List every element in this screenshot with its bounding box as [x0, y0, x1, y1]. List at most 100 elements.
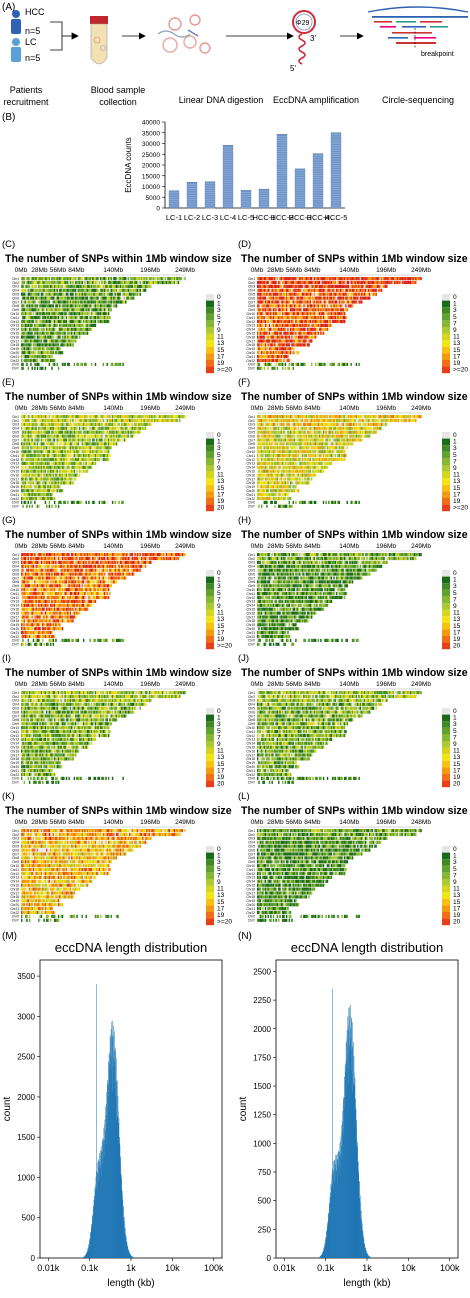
chrom-label: Chr15	[246, 884, 255, 888]
chrom-label: Chr13	[246, 600, 255, 604]
chrom-label: Chr1	[248, 277, 255, 281]
legend-label: 0	[217, 708, 221, 715]
chrom-row-chrx	[257, 362, 360, 366]
chrom-label: Chr16	[246, 473, 255, 477]
chrom-label: ChrX	[12, 501, 20, 505]
chrom-row-chr7	[21, 576, 127, 580]
chrom-label: Chr9	[248, 446, 255, 450]
legend-label: 0	[217, 570, 221, 577]
chrom-row-chr8	[21, 718, 118, 722]
chrom-label: Chr5	[248, 845, 255, 849]
chrom-row-chr15	[21, 331, 89, 335]
chrom-row-chr1	[257, 415, 422, 419]
chrom-row-chrx	[21, 776, 124, 780]
chrom-label: Chr9	[248, 584, 255, 588]
chrom-label: ChrY	[12, 919, 20, 923]
chrom-label: Chr6	[12, 710, 19, 714]
chrom-row-chr1	[21, 691, 186, 695]
x-tick-label: 0Mb	[15, 267, 28, 274]
legend-label: >=20	[453, 505, 468, 512]
x-tick-label: 0Mb	[251, 405, 264, 412]
chrom-row-chr11	[21, 454, 111, 458]
panel-label-g: (G)	[2, 515, 16, 526]
chrom-label: Chr10	[10, 726, 19, 730]
chrom-row-chr3	[257, 560, 388, 564]
chrom-label: Chr6	[248, 572, 255, 576]
chrom-label: Chr2	[12, 833, 19, 837]
legend-label: 15	[217, 761, 225, 768]
chrom-row-chr22	[21, 358, 56, 363]
heatmap-title: The number of SNPs within 1Mb window siz…	[241, 391, 468, 403]
legend-label: 15	[453, 485, 461, 492]
legend-label: 20	[453, 919, 461, 926]
x-tick-label: 249Mb	[411, 543, 431, 550]
x-tick-label: 10k	[165, 1263, 180, 1273]
x-tick-label: 56Mb	[286, 543, 303, 550]
legend-label: 9	[453, 879, 457, 886]
chrom-label: Chr2	[12, 281, 19, 285]
x-tick-label: 249Mb	[175, 681, 195, 688]
chrom-row-chr1	[21, 553, 186, 557]
chrom-label: Chr19	[10, 623, 19, 627]
x-tick-label: 0Mb	[251, 543, 264, 550]
chrom-label: Chr21	[246, 493, 255, 497]
x-tick-label: 249Mb	[175, 819, 195, 826]
chrom-row-chr10	[257, 588, 346, 592]
x-tick-label: 140Mb	[103, 819, 123, 826]
y-tick-label: 2500	[17, 1053, 35, 1062]
chrom-label: Chr11	[247, 592, 256, 596]
chrom-label: Chr1	[12, 277, 19, 281]
y-tick-label: 3500	[17, 972, 35, 981]
chrom-row-chr3	[21, 422, 152, 426]
chrom-row-chrx	[258, 638, 360, 642]
legend-label: 0	[217, 294, 221, 301]
chrom-row-chr20	[21, 351, 64, 355]
chrom-label: ChrY	[248, 367, 256, 371]
lc-label: LC	[25, 37, 37, 47]
x-tick-label: 0Mb	[15, 405, 28, 412]
chrom-row-chr16	[257, 473, 317, 477]
x-tick-label: 84Mb	[304, 405, 321, 412]
chrom-row-chr5	[257, 844, 377, 848]
chrom-label: Chr15	[246, 746, 255, 750]
y-axis-label: count	[2, 1097, 13, 1122]
chrom-label: Chr22	[246, 497, 255, 501]
x-tick-label: HCC-3	[289, 213, 312, 222]
chrom-label: Chr20	[246, 351, 255, 355]
chrom-row-chr22	[21, 496, 56, 501]
person-hcc-icon	[11, 10, 21, 34]
legend-label: 5	[453, 452, 457, 459]
chrom-label: Chr6	[248, 848, 255, 852]
legend-label: 20	[453, 781, 461, 788]
x-tick-label: 140Mb	[339, 681, 359, 688]
chrom-label: Chr20	[10, 903, 19, 907]
chrom-row-chr12	[257, 457, 346, 462]
chrom-row-chr12	[257, 319, 346, 324]
chrom-row-chr9	[21, 722, 112, 726]
chrom-row-chr20	[257, 903, 300, 907]
chrom-label: Chr20	[246, 765, 255, 769]
chrom-label: Chr22	[246, 773, 255, 777]
chrom-row-chr13	[21, 461, 97, 465]
chrom-label: Chr13	[10, 324, 19, 328]
chrom-label: Chr21	[246, 907, 255, 911]
chrom-label: Chr1	[12, 691, 19, 695]
legend-label: 7	[453, 320, 457, 327]
heatmap-title: The number of SNPs within 1Mb window siz…	[5, 529, 232, 541]
snp-heatmap-l: (L) The number of SNPs within 1Mb window …	[238, 791, 468, 926]
chrom-label: Chr2	[12, 419, 19, 423]
workflow-panel: (A) HCC n=5 LC n=5 Φ29	[2, 2, 469, 107]
chrom-row-chr5	[257, 706, 377, 710]
chrom-label: Chr2	[248, 557, 255, 561]
chrom-label: Chr4	[248, 427, 255, 431]
y-tick-label: 1500	[17, 1133, 35, 1142]
x-tick-label: 1k	[362, 1263, 372, 1273]
panel-label-a: (A)	[2, 2, 15, 13]
chrom-label: Chr2	[248, 419, 255, 423]
panel-label-i: (I)	[2, 653, 11, 664]
eccdna-counts-bar-chart: (B) 0 5000 10000 15000 20000 25000 30000 35000 4…	[2, 112, 347, 222]
chrom-row-chr20	[21, 765, 64, 769]
chrom-row-chr16	[257, 335, 317, 339]
chrom-label: Chr16	[246, 887, 255, 891]
